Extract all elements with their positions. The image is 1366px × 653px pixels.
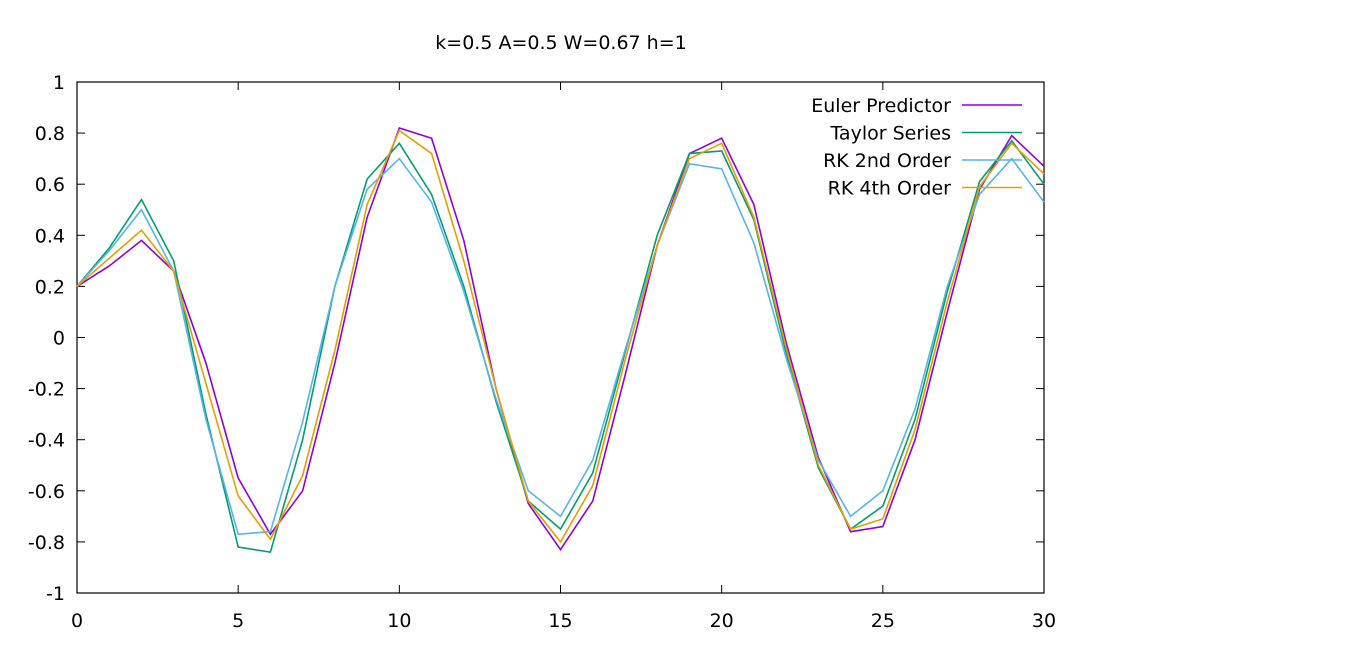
series-layer <box>76 126 1045 554</box>
y-tick-label: -0.6 <box>28 481 65 503</box>
x-axis: 0 5 10 15 20 25 30 <box>71 82 1056 632</box>
y-axis: -1 -0.8 -0.6 -0.4 -0.2 0 0.2 0.4 0.6 0.8 1 <box>28 72 1044 605</box>
series-line-euler-predictor <box>76 126 1045 551</box>
y-tick-label: 1 <box>53 72 65 94</box>
x-tick-label: 30 <box>1032 610 1056 632</box>
x-tick-label: 5 <box>232 610 244 632</box>
series-line-rk-2nd-order <box>76 157 1045 536</box>
y-tick-label: 0.4 <box>35 225 65 247</box>
x-tick-label: 0 <box>71 610 83 632</box>
y-tick-label: 0 <box>53 328 65 350</box>
chart-title: k=0.5 A=0.5 W=0.67 h=1 <box>435 32 686 54</box>
x-tick-label: 10 <box>387 610 411 632</box>
series-line-taylor-series <box>76 139 1045 554</box>
y-tick-label: -0.2 <box>28 379 65 401</box>
series-line-rk-4th-order <box>76 129 1045 544</box>
legend-label-euler-predictor: Euler Predictor <box>811 95 951 117</box>
y-tick-label: -0.4 <box>28 430 65 452</box>
y-tick-label: 0.8 <box>35 123 65 145</box>
y-tick-label: -1 <box>46 583 65 605</box>
x-tick-label: 15 <box>548 610 572 632</box>
x-tick-label: 20 <box>710 610 734 632</box>
y-tick-label: 0.2 <box>35 276 65 298</box>
legend-label-rk-4th-order: RK 4th Order <box>828 178 952 200</box>
legend-label-rk-2nd-order: RK 2nd Order <box>823 150 951 172</box>
y-tick-label: -0.8 <box>28 532 65 554</box>
x-tick-label: 25 <box>871 610 895 632</box>
legend-label-taylor-series: Taylor Series <box>829 123 951 145</box>
y-tick-label: 0.6 <box>35 174 65 196</box>
legend: Euler Predictor Taylor Series RK 2nd Order… <box>811 95 1022 200</box>
